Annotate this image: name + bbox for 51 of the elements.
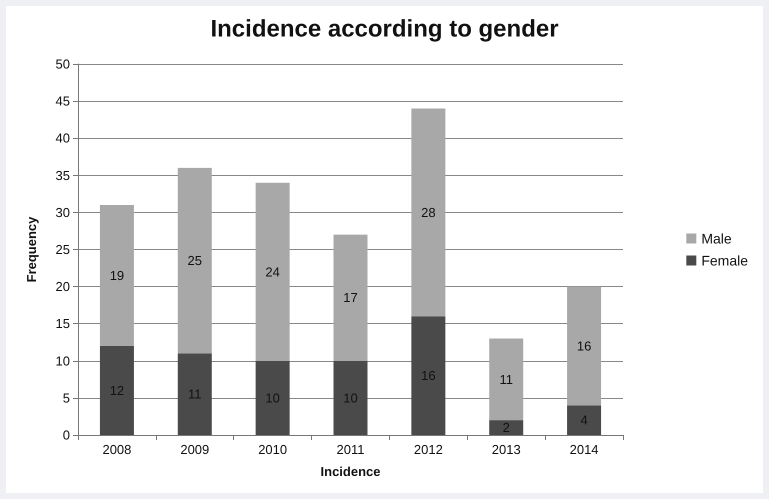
y-tick-label: 25 (56, 242, 70, 257)
y-tick-label: 0 (62, 428, 70, 442)
x-axis-title: Incidence (320, 464, 380, 479)
bar (411, 316, 446, 435)
x-tick-label: 2009 (180, 442, 210, 457)
data-label: 25 (188, 253, 202, 268)
data-label: 17 (343, 290, 358, 306)
data-label: 16 (576, 338, 592, 354)
bar (567, 286, 602, 406)
bar (489, 338, 524, 420)
data-label: 10 (265, 390, 280, 406)
y-tick-label: 40 (56, 130, 70, 146)
bar (256, 182, 290, 361)
bar (178, 168, 212, 354)
data-label: 12 (110, 382, 124, 398)
bar (411, 108, 446, 316)
y-tick-label: 10 (56, 353, 70, 368)
data-label: 10 (343, 390, 358, 406)
x-tick-label: 2013 (492, 442, 521, 457)
bar (489, 420, 524, 435)
y-axis-title: Frequency (24, 216, 39, 282)
data-label: 11 (499, 372, 513, 387)
y-tick-label: 15 (56, 316, 70, 332)
y-tick-label: 20 (56, 279, 70, 294)
x-tick-label: 2011 (336, 442, 364, 457)
x-tick-label: 2014 (570, 442, 599, 457)
y-tick-label: 5 (62, 390, 70, 406)
data-label: 16 (421, 368, 436, 384)
x-tick-label: 2012 (414, 442, 443, 457)
data-label: 11 (188, 386, 202, 402)
data-label: 4 (580, 412, 588, 428)
data-label: 19 (110, 268, 124, 283)
chart-title: Incidence according to gender (210, 16, 559, 42)
data-label: 28 (421, 204, 436, 220)
bar (100, 346, 134, 435)
legend-label: Male (701, 230, 732, 246)
bar (178, 353, 212, 435)
bar (334, 234, 368, 361)
y-tick-label: 50 (56, 56, 70, 72)
y-tick-label: 35 (56, 168, 70, 183)
bar (334, 360, 368, 435)
bar (256, 360, 290, 435)
data-label: 24 (265, 264, 280, 280)
legend-label: Female (701, 252, 748, 268)
bar (100, 204, 134, 346)
data-label: 2 (502, 420, 510, 436)
y-tick-label: 45 (56, 94, 70, 109)
y-tick-label: 30 (56, 204, 70, 220)
x-tick-label: 2008 (102, 442, 132, 457)
bar (567, 405, 602, 435)
x-tick-label: 2010 (258, 442, 288, 457)
